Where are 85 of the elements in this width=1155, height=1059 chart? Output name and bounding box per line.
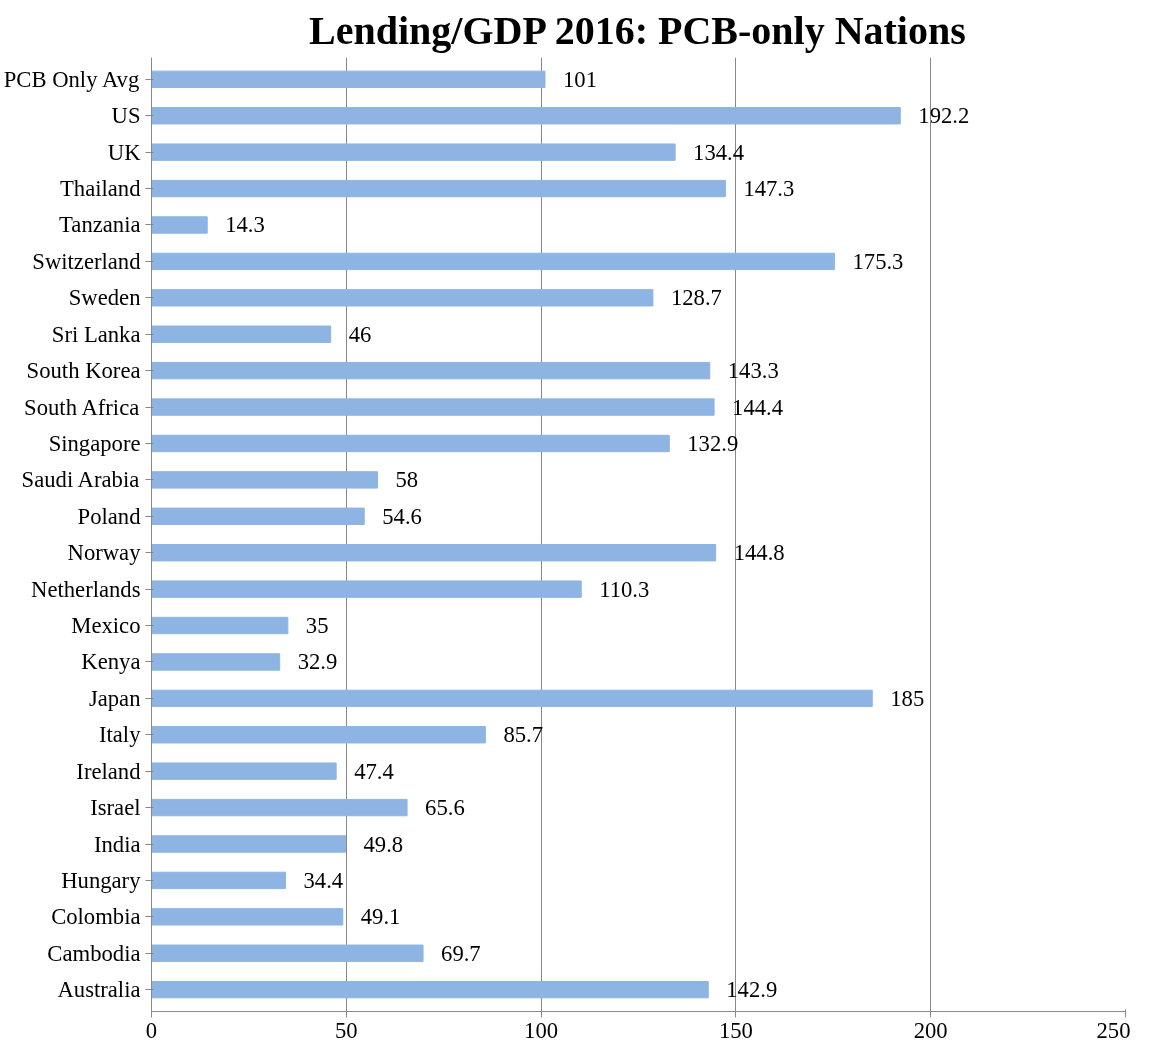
- data-label: 85.7: [503, 722, 544, 748]
- y-tick-label: Saudi Arabia: [21, 467, 140, 493]
- bar: [151, 398, 715, 416]
- bar: [151, 325, 332, 343]
- data-label: 14.3: [225, 212, 265, 238]
- data-label: 192.2: [918, 103, 970, 129]
- bar: [151, 70, 546, 89]
- data-label: 69.7: [441, 940, 481, 966]
- y-tick-label: Sweden: [68, 285, 141, 311]
- data-label: 147.3: [743, 176, 795, 202]
- y-tick-label: Israel: [90, 795, 141, 821]
- x-tick-label: 150: [718, 1017, 753, 1043]
- y-tick-label: Thailand: [59, 176, 142, 202]
- data-label: 144.8: [733, 540, 785, 566]
- y-tick-label: South Korea: [26, 358, 141, 384]
- bar: [151, 616, 289, 635]
- bar: [151, 507, 365, 525]
- y-tick-label: Netherlands: [31, 576, 141, 602]
- y-tick-label: Australia: [57, 977, 141, 1003]
- y-tick-label: PCB Only Avg: [3, 66, 140, 92]
- x-tick-label: 250: [1096, 1017, 1131, 1043]
- bar: [151, 980, 709, 999]
- y-tick-label: Italy: [98, 722, 142, 748]
- y-tick-label: Hungary: [61, 867, 142, 893]
- data-label: 32.9: [297, 649, 338, 675]
- chart-title: Lending/GDP 2016: PCB-only Nations: [309, 7, 966, 53]
- bar: [151, 107, 901, 125]
- y-tick-label: Tanzania: [59, 212, 141, 238]
- bar: [151, 944, 424, 962]
- data-label: 175.3: [852, 248, 904, 274]
- bar: [151, 908, 344, 926]
- x-tick-label: 100: [524, 1017, 559, 1043]
- y-tick-label: Japan: [88, 685, 141, 711]
- y-tick-label: Sri Lanka: [51, 321, 141, 347]
- x-tick-label: 200: [913, 1017, 948, 1043]
- bar: [151, 653, 281, 671]
- data-label: 65.6: [425, 795, 465, 821]
- bar: [151, 361, 711, 380]
- data-label: 49.8: [363, 831, 404, 857]
- data-label: 143.3: [727, 358, 779, 384]
- bar: [151, 726, 486, 744]
- bar: [151, 434, 670, 453]
- data-label: 110.3: [599, 576, 650, 602]
- data-label: 35: [305, 613, 329, 639]
- y-tick-label: Cambodia: [47, 940, 141, 966]
- y-tick-label: Poland: [77, 503, 142, 529]
- bar: [151, 580, 582, 598]
- bar: [151, 143, 676, 161]
- data-label: 101: [563, 66, 597, 92]
- data-label: 132.9: [687, 430, 739, 456]
- data-label: 142.9: [726, 977, 778, 1003]
- bar: [151, 179, 726, 198]
- bar: [151, 544, 717, 562]
- y-tick-label: UK: [107, 139, 142, 165]
- bar: [151, 216, 208, 234]
- y-tick-label: South Africa: [24, 394, 140, 420]
- data-label: 47.4: [354, 758, 394, 784]
- data-label: 58: [395, 467, 419, 493]
- y-tick-label: Ireland: [76, 758, 142, 784]
- data-label: 54.6: [382, 503, 422, 529]
- bar: [151, 471, 378, 489]
- bar: [151, 871, 287, 890]
- y-tick-label: Switzerland: [32, 248, 142, 274]
- x-tick-label: 50: [334, 1017, 358, 1043]
- data-label: 34.4: [303, 867, 344, 893]
- y-tick-label: Mexico: [71, 613, 141, 639]
- bar: [151, 762, 337, 780]
- data-label: 185: [890, 685, 925, 711]
- bar: [151, 798, 408, 817]
- data-label: 134.4: [693, 139, 745, 165]
- y-tick-label: Colombia: [51, 904, 141, 930]
- bar: [151, 835, 347, 853]
- y-tick-label: Norway: [67, 540, 142, 566]
- y-tick-label: India: [93, 831, 141, 857]
- bar: [151, 289, 654, 307]
- x-tick-label: 0: [145, 1017, 158, 1043]
- y-tick-label: US: [111, 103, 141, 129]
- bar: [151, 689, 873, 708]
- data-label: 128.7: [670, 285, 722, 311]
- bar: [151, 252, 835, 271]
- data-label: 49.1: [360, 904, 401, 930]
- data-label: 46: [348, 321, 372, 347]
- y-tick-label: Singapore: [48, 430, 141, 456]
- data-label: 144.4: [732, 394, 784, 420]
- y-tick-label: Kenya: [81, 649, 141, 675]
